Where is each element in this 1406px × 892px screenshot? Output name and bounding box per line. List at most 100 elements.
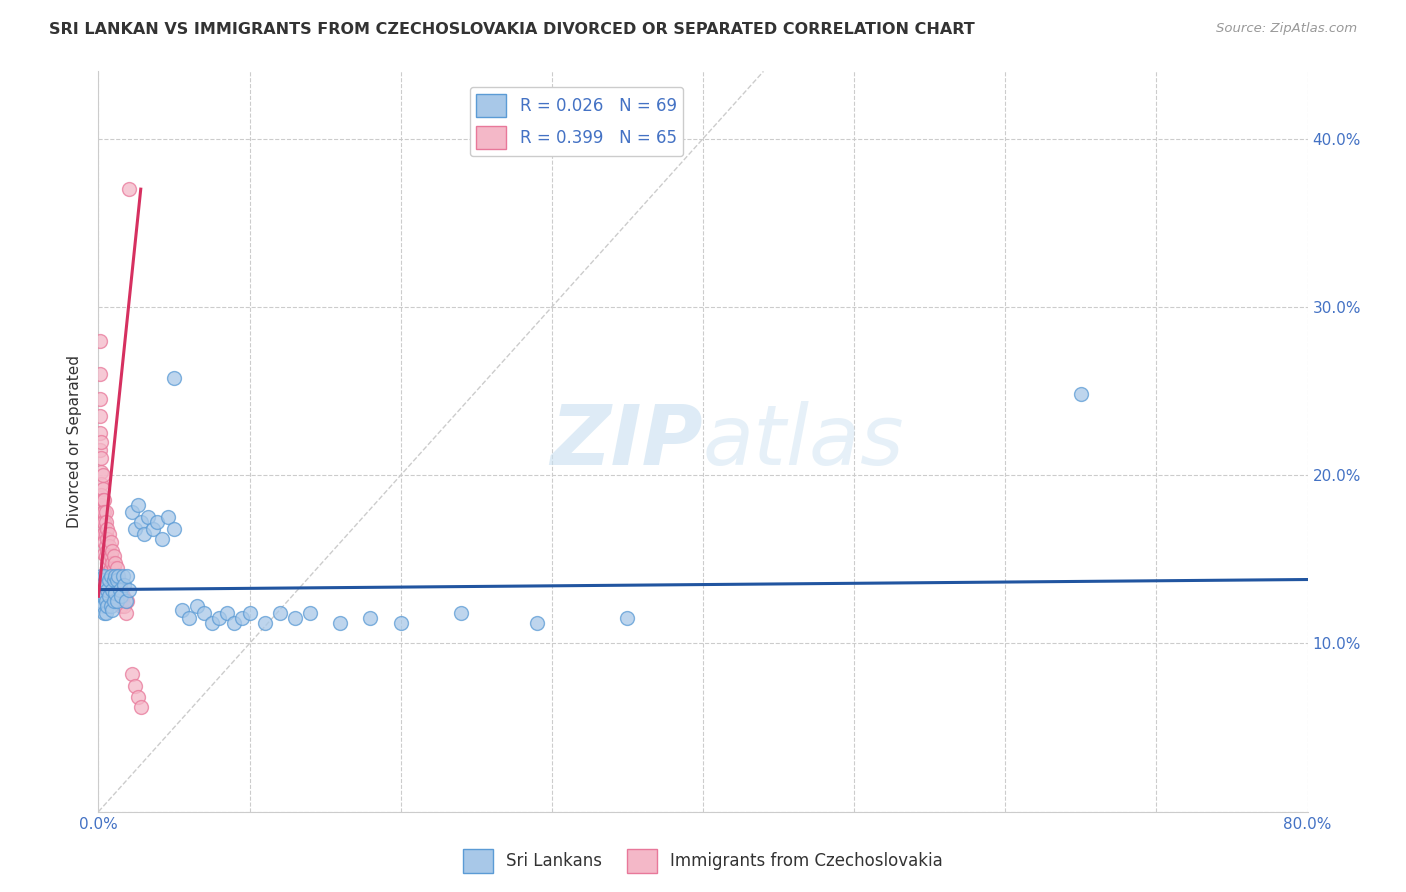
Point: [96, 532, 118, 546]
Point: [93, 505, 115, 519]
Point: [94, 527, 117, 541]
Point: [104, 586, 127, 600]
Point: [127, 690, 149, 705]
Point: [215, 606, 238, 620]
Point: [146, 516, 169, 530]
Text: SRI LANKAN VS IMMIGRANTS FROM CZECHOSLOVAKIA DIVORCED OR SEPARATED CORRELATION C: SRI LANKAN VS IMMIGRANTS FROM CZECHOSLOV…: [49, 22, 974, 37]
Point: [96, 522, 118, 536]
Point: [107, 582, 129, 597]
Point: [150, 532, 173, 546]
Point: [93, 493, 115, 508]
Point: [89, 409, 111, 424]
Point: [103, 573, 125, 587]
Point: [124, 522, 146, 536]
Point: [108, 577, 131, 591]
Point: [94, 516, 117, 530]
Point: [284, 611, 307, 625]
Point: [91, 527, 114, 541]
Point: [132, 527, 155, 541]
Point: [1070, 387, 1092, 401]
Point: [105, 573, 128, 587]
Point: [616, 611, 638, 625]
Point: [127, 499, 149, 513]
Point: [105, 560, 128, 574]
Point: [299, 606, 322, 620]
Point: [111, 569, 134, 583]
Point: [89, 334, 111, 348]
Point: [163, 522, 186, 536]
Point: [105, 573, 128, 587]
Point: [94, 505, 117, 519]
Point: [526, 616, 548, 631]
Point: [96, 582, 118, 597]
Point: [93, 547, 115, 561]
Point: [91, 573, 114, 587]
Point: [389, 616, 412, 631]
Point: [201, 616, 224, 631]
Point: [94, 577, 117, 591]
Point: [360, 611, 382, 625]
Point: [179, 611, 201, 625]
Point: [93, 569, 115, 583]
Point: [90, 451, 112, 466]
Point: [129, 516, 152, 530]
Point: [90, 594, 112, 608]
Text: ZIP: ZIP: [550, 401, 703, 482]
Point: [224, 616, 246, 631]
Point: [100, 549, 122, 563]
Point: [93, 535, 115, 549]
Point: [94, 606, 117, 620]
Point: [100, 599, 122, 614]
Point: [193, 606, 215, 620]
Point: [115, 594, 138, 608]
Point: [105, 594, 128, 608]
Point: [90, 582, 112, 597]
Point: [90, 476, 112, 491]
Point: [104, 556, 127, 570]
Point: [96, 599, 118, 614]
Point: [118, 182, 141, 196]
Point: [90, 510, 112, 524]
Point: [101, 556, 124, 570]
Point: [115, 569, 138, 583]
Point: [163, 370, 186, 384]
Point: [103, 560, 125, 574]
Point: [253, 616, 276, 631]
Point: [90, 499, 112, 513]
Point: [89, 577, 111, 591]
Point: [94, 549, 117, 563]
Point: [91, 505, 114, 519]
Point: [110, 599, 132, 614]
Point: [121, 505, 143, 519]
Point: [121, 666, 143, 681]
Point: [124, 679, 146, 693]
Point: [231, 611, 253, 625]
Point: [101, 569, 124, 583]
Point: [91, 482, 114, 496]
Point: [136, 510, 159, 524]
Point: [98, 590, 121, 604]
Point: [103, 549, 125, 563]
Point: [170, 603, 193, 617]
Point: [111, 590, 134, 604]
Point: [104, 569, 127, 583]
Text: atlas: atlas: [703, 401, 904, 482]
Point: [93, 516, 115, 530]
Point: [101, 582, 124, 597]
Point: [91, 586, 114, 600]
Point: [110, 590, 132, 604]
Point: [94, 594, 117, 608]
Point: [89, 442, 111, 457]
Point: [269, 606, 291, 620]
Point: [96, 556, 118, 570]
Point: [90, 434, 112, 449]
Point: [100, 569, 122, 583]
Legend: Sri Lankans, Immigrants from Czechoslovakia: Sri Lankans, Immigrants from Czechoslova…: [456, 842, 950, 880]
Point: [112, 599, 135, 614]
Legend: R = 0.026   N = 69, R = 0.399   N = 65: R = 0.026 N = 69, R = 0.399 N = 65: [470, 87, 683, 156]
Y-axis label: Divorced or Separated: Divorced or Separated: [67, 355, 83, 528]
Text: Source: ZipAtlas.com: Source: ZipAtlas.com: [1216, 22, 1357, 36]
Point: [93, 527, 115, 541]
Point: [89, 392, 111, 407]
Point: [186, 599, 208, 614]
